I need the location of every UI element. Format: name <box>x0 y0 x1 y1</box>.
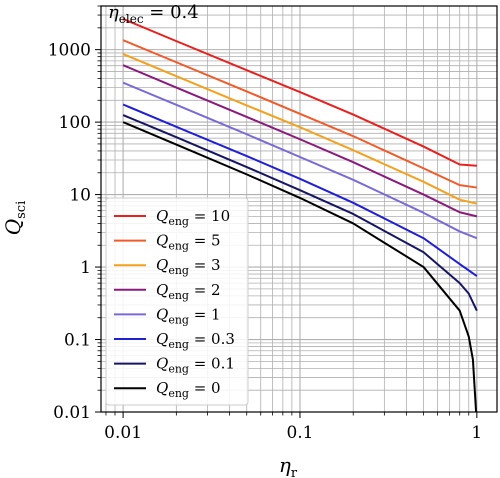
legend-entry: Qeng = 2 <box>156 281 221 302</box>
y-axis-label: Qsci <box>1 201 29 236</box>
y-tick-label: 0.1 <box>64 331 91 351</box>
y-tick-label: 100 <box>59 113 91 133</box>
series-line-7 <box>122 121 478 412</box>
y-tick-label: 1000 <box>48 41 91 61</box>
legend-entry: Qeng = 10 <box>156 207 230 228</box>
series-layer <box>122 18 478 412</box>
y-tick-label: 10 <box>69 186 91 206</box>
x-tick-label: 0.1 <box>286 423 313 443</box>
x-axis-label: ηr <box>279 453 298 478</box>
series-line-6 <box>122 114 478 312</box>
x-tick-label: 0.01 <box>104 423 142 443</box>
legend-box <box>105 197 249 406</box>
y-tick-label: 0.01 <box>53 403 91 423</box>
legend-entry: Qeng = 1 <box>156 305 221 326</box>
legend: Qeng = 10 Qeng = 5 Qeng = 3 Qeng = 2 Qeng = … <box>105 197 249 406</box>
ticks: 0.01 0.1 1 0.01 0.1 1 10 100 1000 <box>48 5 482 443</box>
y-tick-label: 1 <box>80 258 91 278</box>
legend-entry: Qeng = 0.3 <box>156 330 235 351</box>
legend-entry: Qeng = 0 <box>156 379 221 400</box>
legend-entry: Qeng = 0.1 <box>156 355 235 376</box>
series-line-0 <box>122 18 477 167</box>
series-line-3 <box>122 64 478 218</box>
series-line-5 <box>122 103 478 277</box>
series-line-4 <box>122 81 478 240</box>
plot-frame <box>100 5 498 413</box>
legend-entry: Qeng = 3 <box>156 256 221 277</box>
x-tick-label: 1 <box>471 423 482 443</box>
series-line-1 <box>122 39 477 189</box>
chart-title: ηelec = 0.4 <box>108 2 199 26</box>
legend-entry: Qeng = 5 <box>156 232 221 253</box>
series-line-2 <box>122 53 478 205</box>
